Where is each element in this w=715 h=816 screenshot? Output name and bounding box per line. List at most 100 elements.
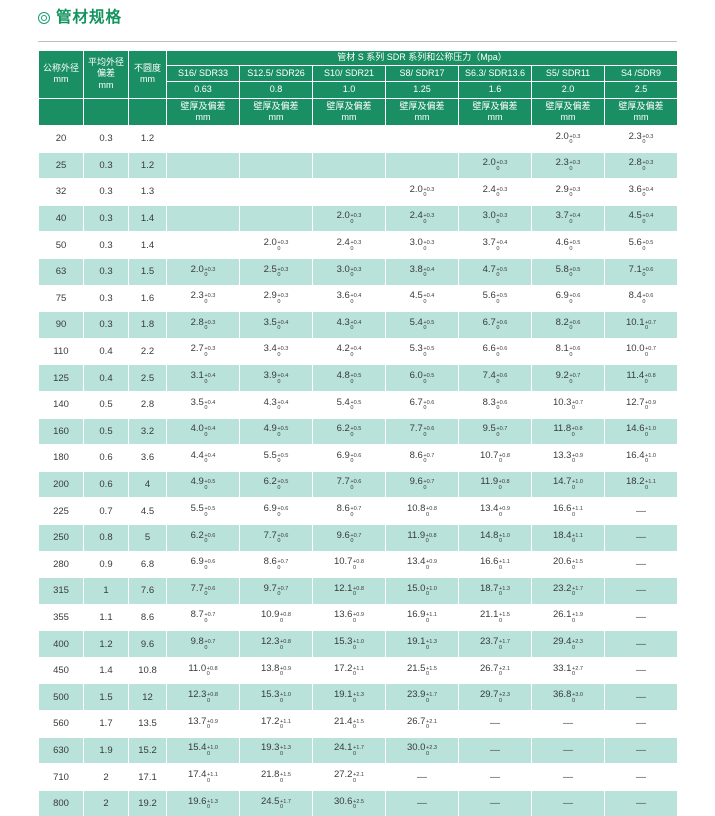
wall-base-value: 4.3 xyxy=(263,396,277,408)
cell-wall-1: 8.6 +0.7 0 xyxy=(239,550,313,579)
cell-wall-0: 3.1 +0.4 0 xyxy=(166,364,240,392)
cell-wall-3: 16.9 +1.1 0 xyxy=(385,603,459,632)
tolerance-upper: +0.5 xyxy=(496,266,508,273)
cell-wall-4: — xyxy=(458,710,532,738)
tolerance-upper: +0.7 xyxy=(644,319,657,326)
wall-base-value: 19.3 xyxy=(260,742,280,754)
tolerance-upper: +0.3 xyxy=(277,240,289,247)
wall-tolerance-value: 13.8 +0.9 0 xyxy=(261,663,291,679)
cell-ovality: 8.6 xyxy=(128,603,167,632)
cell-wall-2: 27.2 +2.1 0 xyxy=(312,763,386,791)
wall-base-value: 9.5 xyxy=(482,423,496,435)
wall-base-value: 8.2 xyxy=(555,316,569,328)
cell-wall-2 xyxy=(312,178,386,206)
tolerance-upper: +2.3 xyxy=(425,745,438,752)
page-title: 管材规格 xyxy=(56,9,123,26)
cell-wall-4: 14.8 +1.0 0 xyxy=(458,523,532,552)
tolerance-lower: 0 xyxy=(496,165,500,172)
wall-base-value: 23.7 xyxy=(479,635,499,647)
cell-wall-0: 9.8 +0.7 0 xyxy=(166,630,240,658)
tolerance-lower: 0 xyxy=(277,272,281,279)
wall-tolerance-value: 3.7 +0.4 0 xyxy=(483,237,508,253)
tolerance-lower: 0 xyxy=(350,352,354,359)
tolerance-lower: 0 xyxy=(644,405,649,412)
tolerance-upper: +1.0 xyxy=(644,426,657,433)
tolerance-upper: +1.3 xyxy=(279,745,292,752)
cell-wall-5: 20.6 +1.5 0 xyxy=(531,550,605,579)
tolerance-lower: 0 xyxy=(204,431,208,438)
cell-wall-1: 6.2 +0.5 0 xyxy=(239,470,313,499)
wall-tolerance-value: 9.6 +0.7 0 xyxy=(410,476,435,492)
cell-wall-2: 9.6 +0.7 0 xyxy=(312,523,386,552)
wall-base-value: 4.5 xyxy=(409,290,423,302)
cell-wall-5: — xyxy=(531,763,605,791)
tolerance-upper: +0.4 xyxy=(642,213,654,220)
tolerance-lower: 0 xyxy=(423,245,427,252)
tolerance-lower: 0 xyxy=(204,298,208,305)
table-row: 50 0.3 1.4 2.0 +0.3 0 2.4 +0.3 0 3.0 +0.3 0 3.7 +0.4… xyxy=(38,231,679,259)
cell-wall-2: 3.6 +0.4 0 xyxy=(312,284,386,313)
tolerance-lower: 0 xyxy=(423,192,427,199)
wall-tolerance-value: 2.3 +0.3 0 xyxy=(191,290,216,306)
cell-nominal-od: 32 xyxy=(38,178,84,206)
tolerance-lower: 0 xyxy=(642,165,646,172)
empty-dash: — xyxy=(563,718,573,730)
wall-base-value: 23.2 xyxy=(552,582,572,594)
cell-nominal-od: 800 xyxy=(38,789,84,816)
cell-wall-3: 6.7 +0.6 0 xyxy=(385,390,459,419)
tolerance-upper: +0.5 xyxy=(277,479,289,486)
cell-wall-4: 6.6 +0.6 0 xyxy=(458,337,532,366)
cell-mean-od-dev: 0.6 xyxy=(83,470,129,499)
tolerance-lower: 0 xyxy=(350,272,354,279)
cell-ovality: 1.5 xyxy=(128,257,167,286)
tolerance-lower: 0 xyxy=(204,325,208,332)
tolerance-lower: 0 xyxy=(204,405,208,412)
wall-tolerance-value: 2.8 +0.3 0 xyxy=(629,157,654,173)
cell-wall-1: 15.3 +1.0 0 xyxy=(239,683,313,712)
wall-base-value: 5.4 xyxy=(409,316,423,328)
wall-base-value: 12.3 xyxy=(260,635,280,647)
wall-tolerance-value: 4.6 +0.5 0 xyxy=(556,237,581,253)
tolerance-upper: +0.6 xyxy=(350,452,362,459)
tolerance-lower: 0 xyxy=(350,538,354,545)
table-row: 710 2 17.1 17.4 +1.1 0 21.8 +1.5 0 27.2 +2.1 0— — — — xyxy=(38,763,679,791)
wall-tolerance-value: 6.9 +0.6 0 xyxy=(556,290,581,306)
tolerance-lower: 0 xyxy=(350,458,354,465)
cell-nominal-od: 75 xyxy=(38,284,84,313)
tolerance-lower: 0 xyxy=(204,378,208,385)
tolerance-upper: +0.6 xyxy=(642,293,654,300)
tolerance-upper: +0.3 xyxy=(423,240,435,247)
cell-mean-od-dev: 0.3 xyxy=(83,125,129,153)
tolerance-lower: 0 xyxy=(496,298,500,305)
wall-base-value: 4.0 xyxy=(190,423,204,435)
wall-base-value: 5.6 xyxy=(628,237,642,249)
wall-tolerance-value: 3.4 +0.3 0 xyxy=(264,343,289,359)
wall-base-value: 20.6 xyxy=(552,556,572,568)
cell-wall-4: 18.7 +1.3 0 xyxy=(458,577,532,605)
tolerance-lower: 0 xyxy=(279,724,284,731)
tolerance-lower: 0 xyxy=(644,325,649,332)
cell-wall-4: 2.0 +0.3 0 xyxy=(458,151,532,180)
tolerance-lower: 0 xyxy=(642,298,646,305)
cell-wall-2: 10.7 +0.8 0 xyxy=(312,550,386,579)
wall-base-value: 30.6 xyxy=(333,795,353,807)
tolerance-upper: +1.5 xyxy=(498,612,511,619)
cell-nominal-od: 110 xyxy=(38,337,84,366)
cell-ovality: 4.5 xyxy=(128,497,167,525)
cell-mean-od-dev: 0.3 xyxy=(83,257,129,286)
cell-wall-4: 2.4 +0.3 0 xyxy=(458,178,532,206)
wall-tolerance-value: 12.3 +0.8 0 xyxy=(188,689,218,705)
wall-tolerance-value: 5.3 +0.5 0 xyxy=(410,343,435,359)
tolerance-lower: 0 xyxy=(204,511,208,518)
tolerance-upper: +0.8 xyxy=(644,373,656,380)
cell-wall-3: 8.6 +0.7 0 xyxy=(385,444,459,472)
cell-wall-1 xyxy=(239,125,313,153)
wall-base-value: 21.5 xyxy=(406,662,426,674)
wall-tolerance-value: 10.1 +0.7 0 xyxy=(626,317,656,333)
cell-mean-od-dev: 2 xyxy=(83,763,129,791)
tolerance-upper: +0.3 xyxy=(204,346,216,353)
tolerance-upper: +0.6 xyxy=(204,559,216,566)
cell-ovality: 1.8 xyxy=(128,311,167,339)
tolerance-upper: +1.3 xyxy=(425,638,438,645)
cell-wall-4: — xyxy=(458,763,532,791)
